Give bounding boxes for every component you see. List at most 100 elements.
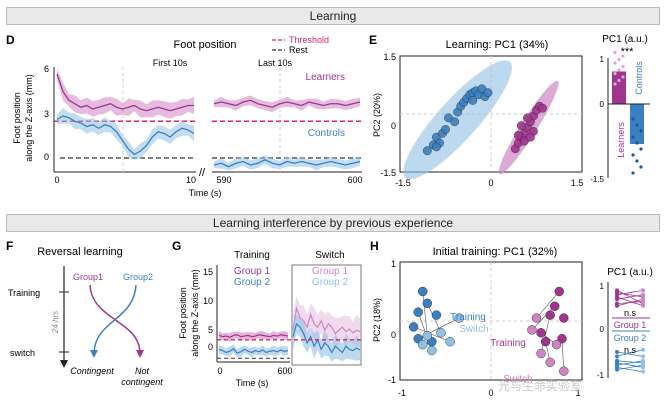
g-ylabel-line1: Foot position — [178, 287, 188, 339]
f-group2-path — [93, 284, 137, 353]
section-banner-learning: Learning — [6, 7, 660, 25]
h-ytick-0: 0 — [391, 330, 396, 340]
panel-h-ylabel: PC2 (18%) — [372, 298, 382, 342]
h-inset-line-1-6 — [616, 367, 644, 373]
g-group1-label-training: Group 1 — [234, 266, 271, 277]
e-inset-ytick-1: 1 — [600, 55, 605, 64]
controls-last10-line — [213, 159, 361, 168]
learners-point-10 — [516, 121, 526, 131]
h-inset-pt-b-1-6 — [641, 369, 645, 374]
h-inset-pt-a-0-6 — [615, 303, 619, 308]
g-xtick-600: 600 — [277, 366, 292, 376]
h-inset-pt-a-1-6 — [615, 365, 619, 370]
g-group2-switch-line — [292, 322, 361, 354]
panel-h-title: Initial training: PC1 (32%) — [433, 246, 558, 258]
learners-dot-4 — [617, 68, 621, 72]
h-inset-pt-a-0-4 — [615, 297, 619, 302]
panel-h: Initial training: PC1 (32%) PC2 (18%) 1 … — [372, 246, 653, 398]
g-subplot-training: Training — [234, 250, 270, 261]
panel-letter-f: F — [6, 239, 13, 253]
h-inset-pt-b-0-2 — [641, 288, 645, 293]
h-inset-g2-stat: n.s — [624, 345, 637, 355]
h-ytick-m1: -1 — [388, 375, 396, 385]
d-xtick-590: 590 — [216, 175, 231, 185]
panel-letter-d: D — [6, 33, 15, 47]
d-curves — [54, 68, 362, 171]
e-xtick-0: 0 — [488, 178, 493, 188]
panel-e-title: Learning: PC1 (34%) — [446, 39, 549, 51]
controls-last10-band — [214, 155, 360, 171]
h-inset-line-0-1 — [616, 292, 644, 298]
h-inset-pt-b-0-6 — [641, 297, 645, 302]
h-inset-line-1-2 — [616, 360, 644, 364]
h-point-1-0 — [422, 331, 432, 341]
panel-e: Learning: PC1 (34%) PC2 (20%) 1.5 0 -1.5… — [372, 34, 650, 188]
h-point-0-5 — [422, 298, 432, 308]
h-point-1-2 — [445, 336, 455, 347]
g-ytick-10: 10 — [203, 296, 213, 306]
h-inset-ytick-0: 0 — [600, 325, 605, 334]
g-xlabel: Time (s) — [236, 378, 269, 388]
d-controls-label: Controls — [308, 128, 345, 139]
panel-d-ylabel-line1: Foot position — [12, 92, 22, 144]
h-xtick-0: 0 — [488, 388, 493, 398]
h-point-1-3 — [454, 313, 464, 323]
learners-dot-5 — [621, 64, 625, 69]
g-group1-label-switch: Group 1 — [312, 266, 349, 277]
h-point-3-2 — [536, 348, 546, 359]
panel-d-ylabel-line2: along the Z-axis (mm) — [24, 74, 34, 162]
g-ytick-0: 0 — [208, 342, 213, 352]
f-switch-label: switch — [10, 348, 35, 358]
controls-dot-1 — [635, 123, 639, 127]
e-scatter — [403, 60, 559, 180]
learners-dot-2 — [621, 75, 625, 79]
learners-dot-0 — [613, 82, 617, 86]
controls-dot-9 — [631, 171, 635, 175]
f-24hrs-label: 24 hrs — [51, 311, 60, 334]
h-point-0-1 — [413, 307, 423, 317]
f-contingent-label: Contingent — [70, 366, 114, 376]
learners-bar — [612, 71, 626, 104]
controls-dot-6 — [631, 153, 635, 157]
segment2-label: Last 10s — [258, 58, 293, 68]
f-group2-arrowhead — [90, 350, 98, 358]
e-xtick-1.5: 1.5 — [571, 178, 584, 188]
panel-letter-e: E — [369, 33, 377, 47]
panel-f-title: Reversal learning — [37, 246, 123, 258]
g-group1-training-line — [218, 334, 289, 338]
h-inset-g1-stat: n.s — [624, 308, 637, 318]
f-group1-arrowhead — [136, 350, 144, 358]
e-inset-bars — [608, 50, 650, 175]
h-inset-pt-b-0-4 — [641, 292, 645, 297]
h-point-0-6 — [431, 310, 442, 320]
h-inset-pt-b-0-3 — [641, 303, 645, 308]
panel-d-xlabel: Time (s) — [189, 188, 222, 198]
g-group1-switch-line — [292, 305, 361, 335]
h-inset-line-0-6 — [616, 298, 644, 307]
h-point-1-4 — [418, 339, 428, 350]
h-point-2-1 — [550, 301, 560, 311]
h-link-1-0 — [536, 291, 560, 319]
controls-dot-8 — [639, 165, 643, 169]
learners-first10-band — [57, 68, 194, 119]
controls-dot-4 — [635, 141, 639, 145]
panel-letter-h: H — [370, 239, 379, 253]
e-inset-controls-label: Controls — [634, 61, 644, 95]
h-point-1-1 — [427, 345, 437, 356]
panel-letter-g: G — [172, 239, 181, 253]
h-annot-switch-purple: Switch — [503, 374, 532, 385]
h-inset-title: PC1 (a.u.) — [607, 267, 653, 278]
controls-first10-band — [57, 108, 194, 160]
g-group2-label-switch: Group 2 — [312, 277, 349, 288]
g-subplot-switch: Switch — [315, 250, 344, 261]
g-ylabel-line2: along the Z-axis (mm) — [190, 269, 200, 357]
learners-point-13 — [513, 130, 523, 140]
h-inset-pt-b-1-0 — [641, 354, 645, 359]
controls-dot-5 — [639, 147, 643, 151]
legend-rest-label: Rest — [289, 45, 308, 55]
h-inset-line-1-3 — [616, 362, 644, 368]
h-inset-line-1-0 — [616, 351, 644, 357]
d-ytick-0: 0 — [44, 152, 49, 162]
h-annot-training-blue: Training — [450, 312, 486, 323]
learners-point-15 — [526, 132, 535, 142]
